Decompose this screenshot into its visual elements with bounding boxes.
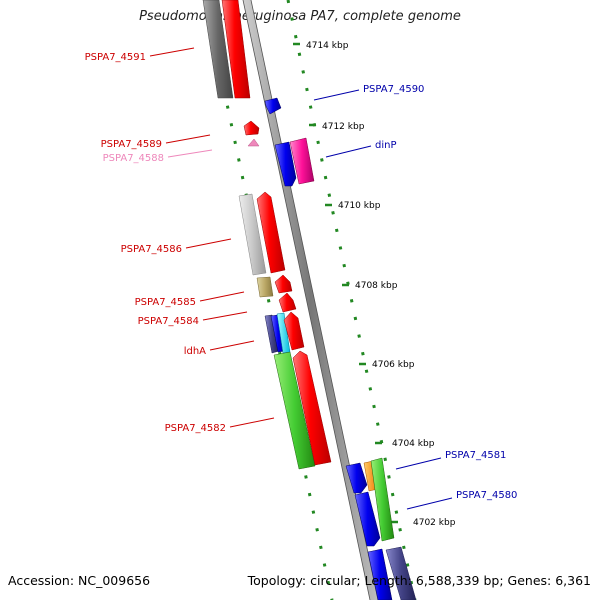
leader-lines [149,47,453,510]
gene-feature-4585[interactable] [274,274,293,294]
ruler: 4714 kbp 4712 kbp 4710 kbp 4708 kbp 4706… [293,41,456,528]
ruler-label-4714: 4714 kbp [306,41,349,51]
gene-label-4586[interactable]: PSPA7_4586 [121,244,182,255]
leader-line-4582 [229,417,275,428]
gene-labels: PSPA7_4591 PSPA7_4590 PSPA7_4589 PSPA7_4… [85,52,518,501]
gene-label-4591[interactable]: PSPA7_4591 [85,52,146,63]
leader-line-4585 [199,291,245,302]
leader-line-4584 [202,311,248,321]
ruler-label-4702: 4702 kbp [413,518,456,528]
gene-feature-ldhA[interactable] [283,311,305,351]
gene-feature-4591[interactable] [221,0,251,99]
gene-feature-bottom-navy[interactable] [385,546,417,600]
gene-label-ldhA[interactable]: ldhA [184,346,206,357]
gene-label-4585[interactable]: PSPA7_4585 [135,297,196,308]
ruler-label-4704: 4704 kbp [392,439,435,449]
gene-feature-4582-green[interactable] [273,351,316,470]
ruler-label-4708: 4708 kbp [355,281,398,291]
gene-feature-4588[interactable] [247,138,260,147]
leader-line-4590 [313,89,360,101]
gene-feature-4591-gray[interactable] [202,0,234,99]
gene-feature-4581-green[interactable] [370,457,395,542]
leader-line-4589 [165,134,211,144]
outer-tick-track [286,0,417,600]
gene-feature-4580[interactable] [354,491,381,547]
gene-feature-dinP[interactable] [274,141,297,187]
genome-summary-text: Topology: circular; Length: 6,588,339 bp… [247,573,591,588]
gene-feature-4582[interactable] [292,350,332,466]
leader-line-ldhA [209,340,255,351]
gene-feature-4584[interactable] [278,292,297,313]
inner-tick-track [203,0,334,600]
gene-label-dinP[interactable]: dinP [375,140,397,151]
ruler-label-4710: 4710 kbp [338,201,381,211]
gene-feature-4585-olive[interactable] [256,276,274,298]
gene-feature-4581[interactable] [345,462,368,494]
gene-label-4589[interactable]: PSPA7_4589 [101,139,162,150]
gene-label-4582[interactable]: PSPA7_4582 [165,423,226,434]
gene-feature-4586[interactable] [256,191,286,274]
gene-label-4584[interactable]: PSPA7_4584 [138,316,199,327]
leader-line-4586 [185,238,232,249]
gene-feature-4590[interactable] [264,97,282,115]
gene-feature-dinP-pair[interactable] [289,137,315,185]
gene-label-4581[interactable]: PSPA7_4581 [445,450,506,461]
gene-label-4590[interactable]: PSPA7_4590 [363,84,424,95]
leader-line-4591 [149,47,195,57]
gene-label-4588[interactable]: PSPA7_4588 [103,153,164,164]
leader-line-dinP [325,145,372,158]
gene-feature-4586-gray[interactable] [238,193,267,276]
leader-line-4580 [406,497,453,510]
gene-features [202,0,417,600]
gene-label-4580[interactable]: PSPA7_4580 [456,490,517,501]
leader-line-4588 [167,149,213,158]
gene-feature-4589[interactable] [243,120,260,136]
ruler-label-4712: 4712 kbp [322,122,365,132]
gene-feature-bottom-blue[interactable] [367,548,393,600]
leader-line-4581 [395,457,442,470]
ruler-label-4706: 4706 kbp [372,360,415,370]
accession-text: Accession: NC_009656 [8,573,151,588]
